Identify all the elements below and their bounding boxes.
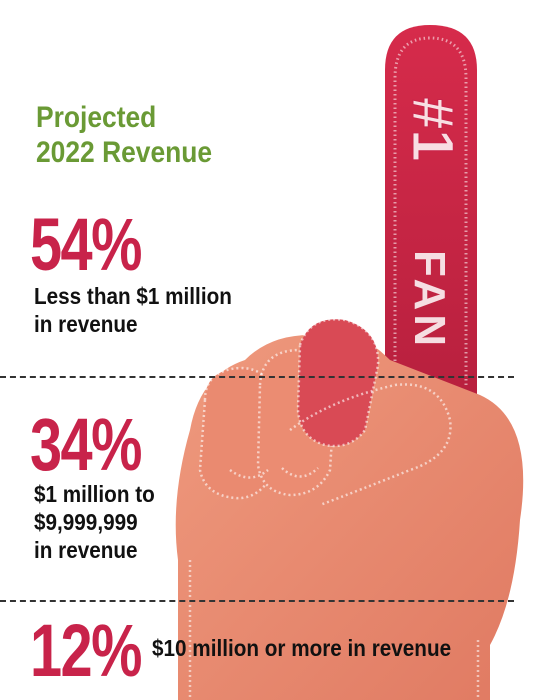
divider-1 <box>0 376 514 378</box>
title-line-1: Projected <box>36 101 157 134</box>
stat-percent-1: 54% <box>30 203 142 286</box>
stat-percent-3: 12% <box>30 609 142 692</box>
finger-word-text: FAN <box>405 250 454 350</box>
stat-2-line-1: $1 million to <box>34 481 155 507</box>
raised-finger <box>385 25 477 395</box>
chart-title: Projected 2022 Revenue <box>36 100 212 170</box>
title-line-2: 2022 Revenue <box>36 136 213 169</box>
stat-1-line-1: Less than $1 million <box>34 283 232 309</box>
stat-description-3: $10 million or more in revenue <box>152 634 451 662</box>
stat-description-2: $1 million to $9,999,999 in revenue <box>34 480 155 564</box>
finger-number-text: #1 <box>400 97 465 162</box>
thumb <box>289 383 452 507</box>
stat-2-line-3: in revenue <box>34 537 138 563</box>
stat-1-line-2: in revenue <box>34 311 138 337</box>
curled-finger-3 <box>296 318 380 448</box>
stat-description-1: Less than $1 million in revenue <box>34 282 232 338</box>
stat-2-line-2: $9,999,999 <box>34 509 138 535</box>
divider-2 <box>0 600 514 602</box>
stat-percent-2: 34% <box>30 403 142 486</box>
stat-3-line-1: $10 million or more in revenue <box>152 635 452 661</box>
